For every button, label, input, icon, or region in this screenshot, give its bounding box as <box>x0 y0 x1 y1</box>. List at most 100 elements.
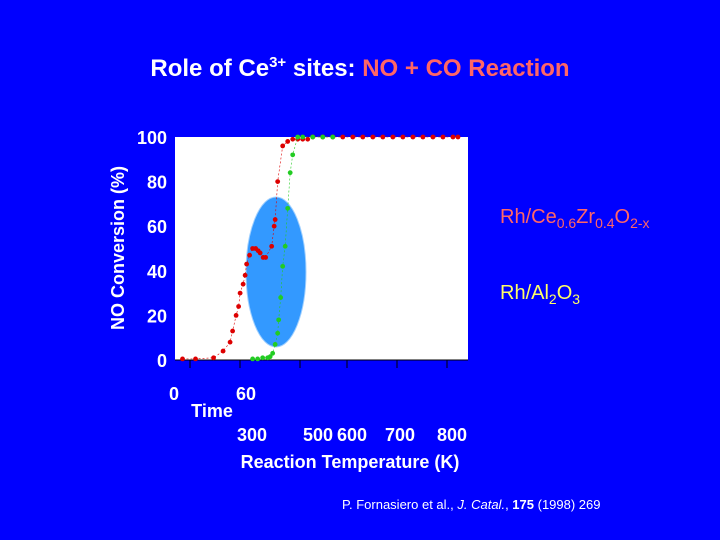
temperature-tick-label: 300 <box>237 425 267 445</box>
data-point <box>390 134 396 140</box>
data-point <box>247 252 253 258</box>
rh-cezr-p1: Rh/Ce <box>500 206 557 228</box>
data-point <box>275 330 281 336</box>
temperature-tick-label: 500 <box>303 425 333 445</box>
rh-cezr-p2: Zr <box>576 206 596 228</box>
data-point <box>275 179 281 185</box>
data-point <box>290 136 296 142</box>
data-point <box>455 134 461 140</box>
data-point <box>360 134 366 140</box>
data-point <box>227 339 233 345</box>
data-point <box>220 348 226 354</box>
temperature-tick-label: 800 <box>437 425 467 445</box>
data-point <box>244 261 250 267</box>
rh-cezr-s2: 0.4 <box>595 215 615 231</box>
data-point <box>450 134 456 140</box>
y-tick-label: 0 <box>157 351 167 371</box>
y-tick-label: 80 <box>147 173 167 193</box>
data-point <box>278 295 284 300</box>
y-tick-label: 60 <box>147 217 167 237</box>
data-point <box>380 134 386 140</box>
data-point <box>290 152 296 158</box>
data-point <box>400 134 406 140</box>
data-point <box>280 263 286 269</box>
data-point <box>236 304 242 309</box>
data-point <box>410 134 416 140</box>
data-point <box>310 134 316 140</box>
slide-title: Role of Ce3+ sites: NO + CO Reaction <box>0 54 720 83</box>
data-point <box>267 354 273 360</box>
data-point <box>260 355 266 361</box>
data-point <box>430 134 436 140</box>
y-tick-labels: 0 20 40 60 80 100 <box>137 128 167 371</box>
data-point <box>370 134 376 140</box>
data-point <box>285 139 291 144</box>
data-point <box>282 243 288 249</box>
citation-journal: J. Catal. <box>457 497 506 512</box>
rh-al-s1: 2 <box>548 291 557 307</box>
citation: P. Fornasiero et al., J. Catal., 175 (19… <box>342 497 601 512</box>
data-point <box>300 134 306 140</box>
rh-cezr-s1: 0.6 <box>556 215 577 231</box>
data-point <box>420 134 426 140</box>
data-point <box>280 143 286 149</box>
data-point <box>440 134 446 140</box>
citation-authors: P. Fornasiero et al., <box>342 497 458 512</box>
highlight-ellipse <box>245 196 307 348</box>
rh-al-s2: 3 <box>572 291 581 307</box>
temperature-tick-label: 600 <box>337 425 367 445</box>
time-tick-label: 0 <box>169 384 179 404</box>
title-part1: Role of Ce <box>150 55 270 82</box>
y-tick-label: 20 <box>147 306 167 326</box>
data-point <box>263 255 269 260</box>
rh-cezr-label: Rh/Ce0.6Zr0.4O2-x <box>500 206 650 231</box>
data-point <box>180 356 185 362</box>
data-point <box>295 134 301 140</box>
citation-volume: 175 <box>512 497 534 512</box>
data-point <box>255 356 261 362</box>
data-point <box>270 350 276 356</box>
time-axis-label: Time <box>191 401 233 421</box>
data-point <box>269 243 275 249</box>
data-point <box>230 328 235 334</box>
plot-area <box>175 137 468 360</box>
title-sup: 3+ <box>269 54 287 71</box>
data-point <box>240 281 246 287</box>
data-point <box>350 134 356 140</box>
data-point <box>271 223 277 229</box>
rh-al-p1: Rh/Al <box>500 282 549 304</box>
data-point <box>242 272 248 278</box>
citation-sep: , <box>505 497 513 512</box>
title-part2: sites: <box>286 55 363 82</box>
data-point <box>257 250 263 256</box>
data-point <box>272 341 278 347</box>
y-tick-label: 40 <box>147 262 167 282</box>
y-tick-label: 100 <box>137 128 167 148</box>
data-point <box>305 136 311 142</box>
temperature-tick-label: 700 <box>385 425 415 445</box>
data-point <box>272 217 278 222</box>
data-point <box>276 317 282 323</box>
time-tick-label: 60 <box>236 384 256 404</box>
rh-al-p2: O <box>556 282 573 304</box>
data-point <box>330 134 336 140</box>
x-tick-marks <box>189 360 448 368</box>
series-layer <box>180 134 461 362</box>
data-point <box>320 134 326 140</box>
data-point <box>237 290 243 296</box>
data-point <box>233 313 239 318</box>
data-point <box>287 170 293 176</box>
data-point <box>250 356 256 362</box>
rh-cezr-p3: O <box>614 206 631 228</box>
temperature-axis-label: Reaction Temperature (K) <box>241 452 460 472</box>
y-axis-label: NO Conversion (%) <box>108 166 128 330</box>
title-part3: NO + CO Reaction <box>362 55 570 82</box>
rh-cezr-s3: 2-x <box>630 215 650 231</box>
data-point <box>211 355 216 361</box>
data-point <box>340 134 346 140</box>
temperature-axis: 300 500 600 700 800 Reaction Temperature (K) <box>237 425 467 472</box>
data-point <box>193 356 198 362</box>
data-point <box>285 205 291 211</box>
